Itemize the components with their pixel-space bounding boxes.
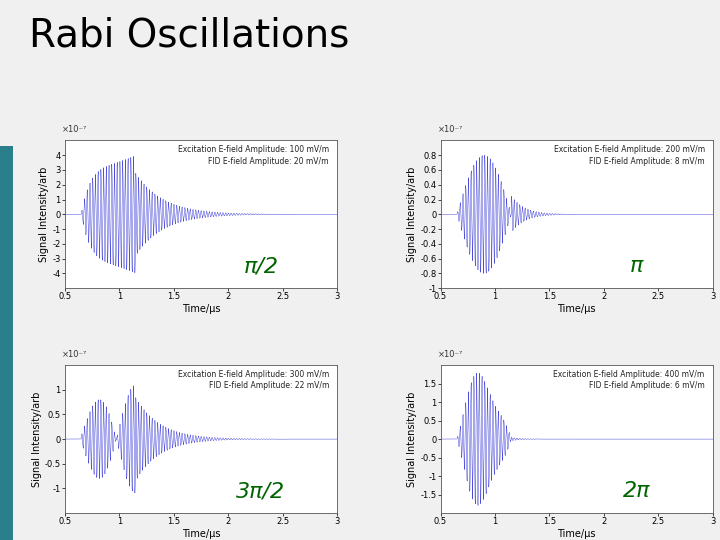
Text: ×10⁻⁷: ×10⁻⁷ bbox=[62, 125, 87, 134]
Text: Excitation E-field Amplitude: 400 mV/m
FID E-field Amplitude: 6 mV/m: Excitation E-field Amplitude: 400 mV/m F… bbox=[554, 369, 705, 390]
Text: Rabi Oscillations: Rabi Oscillations bbox=[29, 16, 349, 54]
Y-axis label: Signal Intensity/arb: Signal Intensity/arb bbox=[40, 167, 50, 262]
Text: ×10⁻⁷: ×10⁻⁷ bbox=[62, 350, 87, 359]
Text: Excitation E-field Amplitude: 200 mV/m
FID E-field Amplitude: 8 mV/m: Excitation E-field Amplitude: 200 mV/m F… bbox=[554, 145, 705, 166]
X-axis label: Time/μs: Time/μs bbox=[181, 304, 220, 314]
Text: Excitation E-field Amplitude: 100 mV/m
FID E-field Amplitude: 20 mV/m: Excitation E-field Amplitude: 100 mV/m F… bbox=[178, 145, 329, 166]
Text: π/2: π/2 bbox=[243, 256, 279, 276]
X-axis label: Time/μs: Time/μs bbox=[557, 304, 596, 314]
Y-axis label: Signal Intensity/arb: Signal Intensity/arb bbox=[408, 167, 418, 262]
Text: π: π bbox=[630, 256, 643, 276]
Text: 2π: 2π bbox=[623, 481, 650, 501]
Y-axis label: Signal Intensity/arb: Signal Intensity/arb bbox=[408, 392, 418, 487]
X-axis label: Time/μs: Time/μs bbox=[557, 529, 596, 539]
Text: 3π/2: 3π/2 bbox=[236, 481, 285, 501]
Text: Excitation E-field Amplitude: 300 mV/m
FID E-field Amplitude: 22 mV/m: Excitation E-field Amplitude: 300 mV/m F… bbox=[178, 369, 329, 390]
Y-axis label: Signal Intensity/arb: Signal Intensity/arb bbox=[32, 392, 42, 487]
Text: ×10⁻⁷: ×10⁻⁷ bbox=[438, 125, 463, 134]
X-axis label: Time/μs: Time/μs bbox=[181, 529, 220, 539]
Text: ×10⁻⁷: ×10⁻⁷ bbox=[438, 350, 463, 359]
